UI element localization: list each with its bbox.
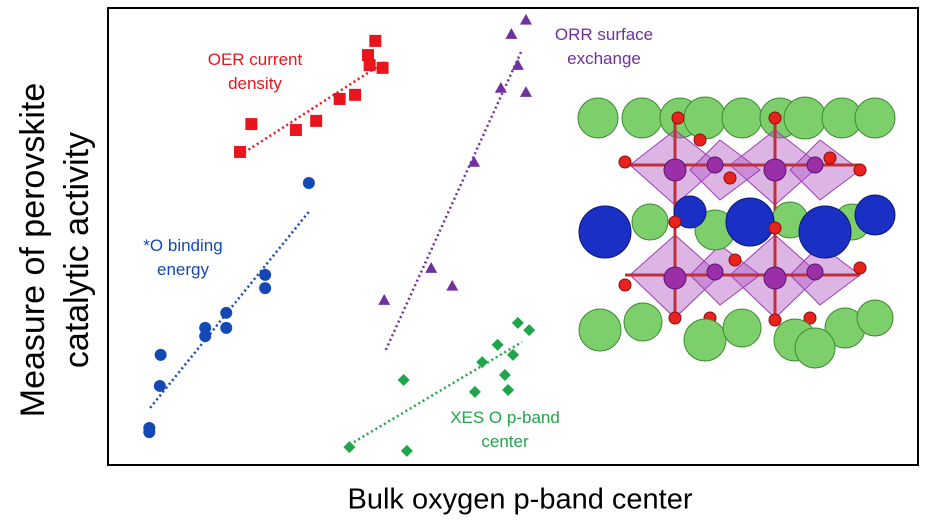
marker	[523, 324, 536, 337]
series-label: OER current density	[207, 50, 303, 93]
marker	[234, 145, 247, 158]
marker	[259, 268, 272, 281]
marker	[511, 59, 524, 70]
marker	[343, 441, 356, 454]
marker	[468, 156, 481, 167]
marker	[507, 348, 519, 361]
marker	[519, 13, 532, 25]
marker	[259, 282, 272, 295]
plot-frame	[107, 7, 919, 466]
marker	[362, 49, 375, 62]
marker	[397, 373, 410, 386]
marker	[376, 61, 389, 74]
series-label: ORR surface exchange	[554, 25, 654, 68]
marker	[468, 385, 481, 398]
trendline	[239, 60, 386, 157]
marker	[511, 316, 524, 329]
marker	[519, 86, 532, 97]
marker	[505, 28, 518, 39]
marker	[333, 92, 346, 105]
marker	[476, 356, 489, 369]
series-label: XES O p-band center	[450, 408, 560, 451]
marker	[378, 294, 391, 305]
marker	[153, 379, 166, 392]
marker	[310, 114, 323, 127]
marker	[302, 177, 315, 190]
y-axis-title: Measure of perovskite catalytic activity	[14, 82, 96, 418]
marker	[494, 81, 507, 93]
trendline	[384, 49, 524, 351]
marker	[363, 59, 376, 72]
marker	[154, 348, 167, 361]
marker	[425, 262, 438, 273]
marker	[220, 321, 233, 334]
marker	[245, 118, 258, 131]
marker	[199, 330, 212, 343]
marker	[220, 306, 233, 319]
marker	[199, 321, 212, 334]
marker	[491, 338, 504, 351]
crystal-illustration	[577, 96, 896, 369]
marker	[400, 444, 413, 457]
marker	[498, 368, 511, 381]
marker	[446, 279, 459, 291]
marker	[143, 426, 156, 439]
marker	[349, 88, 362, 101]
marker	[502, 384, 515, 397]
series-label: *O binding energy	[143, 236, 223, 279]
trendline	[344, 340, 523, 449]
marker	[289, 124, 302, 137]
marker	[369, 34, 382, 47]
x-axis-title: Bulk oxygen p-band center	[347, 483, 693, 516]
